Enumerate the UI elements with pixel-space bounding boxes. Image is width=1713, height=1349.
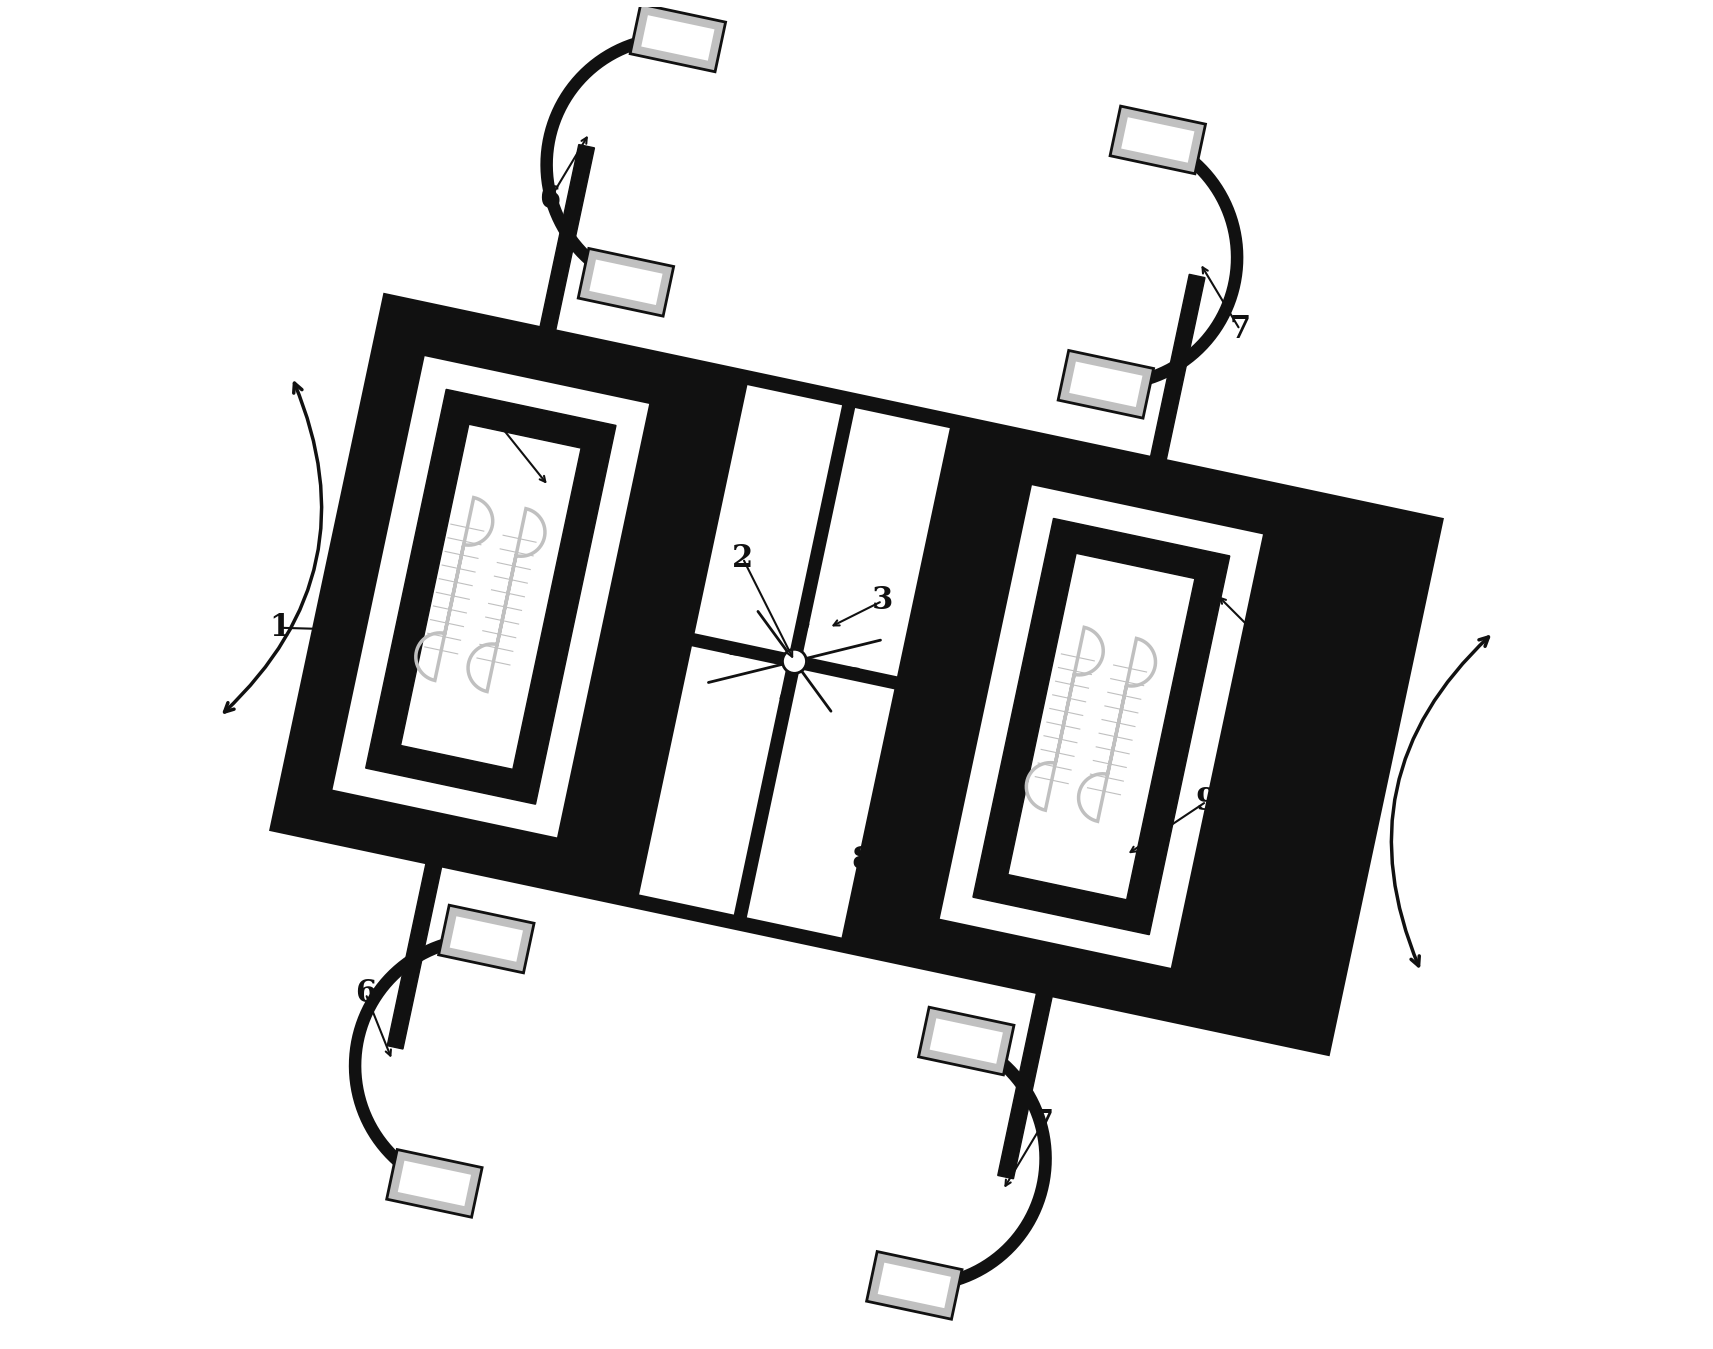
Polygon shape <box>1007 553 1196 900</box>
Polygon shape <box>997 993 1052 1179</box>
Polygon shape <box>579 248 673 316</box>
Circle shape <box>783 649 807 673</box>
Text: 3: 3 <box>872 585 892 616</box>
Polygon shape <box>802 407 949 676</box>
Text: 5: 5 <box>485 403 505 434</box>
Polygon shape <box>331 355 651 839</box>
Text: 7: 7 <box>1033 1108 1053 1139</box>
Polygon shape <box>397 1160 471 1206</box>
Polygon shape <box>1122 117 1194 163</box>
Text: 6: 6 <box>540 185 560 216</box>
Text: 7: 7 <box>1230 314 1250 345</box>
Polygon shape <box>695 386 843 653</box>
Polygon shape <box>365 390 617 804</box>
Polygon shape <box>1110 107 1206 174</box>
Text: 9: 9 <box>1196 786 1216 817</box>
Polygon shape <box>939 483 1264 970</box>
Polygon shape <box>540 144 594 331</box>
Polygon shape <box>1069 362 1143 407</box>
Polygon shape <box>1151 274 1204 460</box>
Polygon shape <box>387 863 442 1050</box>
Polygon shape <box>387 1149 481 1217</box>
Polygon shape <box>1059 351 1153 418</box>
Polygon shape <box>867 1252 963 1319</box>
Polygon shape <box>918 1008 1014 1075</box>
FancyArrowPatch shape <box>224 383 322 712</box>
Polygon shape <box>639 646 786 915</box>
Polygon shape <box>271 294 1442 1055</box>
Polygon shape <box>439 905 534 973</box>
Polygon shape <box>877 1263 951 1309</box>
Polygon shape <box>641 15 714 61</box>
Text: 6: 6 <box>355 978 377 1009</box>
Text: 8: 8 <box>851 844 872 876</box>
Polygon shape <box>930 1018 1002 1064</box>
Polygon shape <box>630 4 726 71</box>
FancyArrowPatch shape <box>1391 637 1489 966</box>
Polygon shape <box>589 259 663 305</box>
Polygon shape <box>451 916 522 962</box>
Polygon shape <box>973 518 1230 935</box>
Text: 4: 4 <box>1259 633 1281 664</box>
Polygon shape <box>747 669 894 938</box>
Polygon shape <box>401 424 581 769</box>
Text: 1: 1 <box>269 612 289 643</box>
Text: 2: 2 <box>731 542 754 573</box>
